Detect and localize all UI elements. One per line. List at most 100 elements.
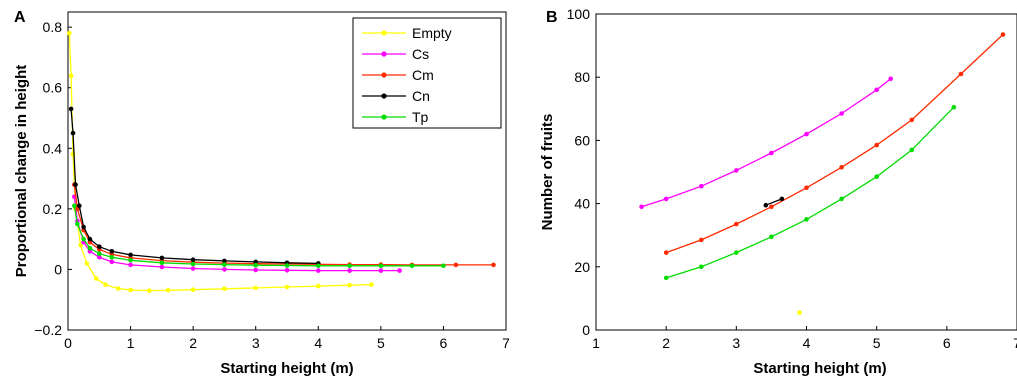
panel-b-x-axis-label: Starting height (m) [753,360,886,377]
panel-a-point-tp [409,263,415,269]
panel-a-series [67,30,496,293]
panel-a-series-cm [72,182,496,268]
panel-a-x-tick-label: 5 [377,335,385,351]
panel-a-point-tp [378,263,384,269]
panel-b-point-tp [951,104,957,110]
panel-b-point-cn [779,196,785,202]
panel-b-series-empty [797,310,802,315]
legend: Empty Cs Cm Cn Tp [352,17,502,129]
panel-a-point-empty [78,242,83,248]
panel-a-point-cn [253,259,258,265]
panel-b-point-cm [734,221,739,227]
panel-b-x-tick-label: 5 [873,335,881,351]
panel-a-point-empty [316,283,321,289]
panel-a-line-cn [70,108,319,265]
panel-a-x-tick-label: 3 [252,335,260,351]
panel-b-line-cn [765,198,783,206]
panel-a-point-cn [109,249,115,254]
legend-label-cm: Cm [412,67,434,83]
panel-a-point-empty [190,287,196,293]
panel-b-point-cs [734,168,739,173]
panel-b-point-cm [874,142,879,148]
panel-b-point-cm [804,185,809,191]
panel-a-point-tp [75,221,80,227]
panel-b-point-cs [888,76,893,82]
panel-b-point-cs [804,131,809,137]
panel-b-series-tp [663,104,957,281]
panel-b-point-cm [663,250,669,255]
panel-a-point-empty [103,282,108,287]
panel-a-point-empty [67,30,72,36]
panel-a-series-cn [68,106,321,266]
panel-a-y-tick-label: 0 [54,261,62,277]
panel-a-point-tp [87,245,93,251]
panel-a-point-cs [316,268,321,273]
panel-a-point-cs [159,264,165,270]
panel-b-plot-frame [595,13,1017,331]
panel-a-point-tp [109,254,115,260]
legend-label-empty: Empty [412,25,452,41]
panel-b-point-tp [663,275,669,281]
panel-a-x-tick-label: 7 [502,335,510,351]
panel-b-series-cs [639,76,893,210]
panel-a-point-empty [369,282,374,287]
panel-a-point-cs [128,262,133,268]
panel-a-point-cm [491,262,496,268]
panel-b-label: B [546,9,558,26]
panel-b-y-tick-label: 0 [582,322,590,338]
panel-a-y-ticks: −0.2 0 0.2 0.4 0.6 0.8 [34,19,72,338]
panel-a-point-tp [253,262,258,268]
legend-box [352,17,502,129]
panel-b-point-tp [769,234,774,240]
legend-marker-tp [381,114,387,120]
panel-a-point-tp [347,263,352,269]
panel-b-y-axis-label: Number of fruits [539,114,556,231]
panel-b-x-tick-label: 2 [662,335,670,351]
legend-label-cn: Cn [412,88,430,104]
panel-a-point-tp [81,236,86,242]
panel-b-point-cm [909,117,915,123]
panel-a-point-cn [128,252,133,258]
panel-a-series-tp [72,203,446,269]
panel-a-point-tp [441,263,446,269]
panel-b-point-tp [839,196,844,202]
panel-a-plot-frame [67,11,507,331]
panel-b-point-tp [909,147,915,153]
panel-b-point-cm [699,237,704,243]
panel-a-line-cm [73,184,494,266]
panel-a-point-cn [222,258,227,264]
panel-a-point-cs [97,254,102,260]
panel-a-point-cn [97,244,102,249]
panel-b-point-cn [763,202,769,208]
panel-b-point-empty [797,310,802,315]
panel-a-x-tick-label: 6 [440,335,448,351]
panel-a-y-tick-label: 0.4 [43,140,63,156]
panel-a-line-cs [73,196,400,272]
panel-a-x-tick-label: 2 [189,335,197,351]
panel-a-point-empty [147,288,152,293]
panel-b-point-tp [734,250,739,255]
panel-a-x-tick-label: 4 [314,335,322,351]
panel-a-point-tp [284,263,290,268]
panel-a-x-axis-label: Starting height (m) [220,360,353,377]
panel-b-point-cm [839,165,844,170]
panel-b-point-tp [699,264,704,270]
panel-b-point-cs [769,150,774,156]
panel-a-point-tp [128,258,133,263]
panel-b-x-ticks: 1 2 3 4 5 6 7 [592,326,1017,351]
panel-a-point-cm [453,262,459,268]
panel-a-point-tp [159,260,165,266]
panel-a-x-ticks: 0 1 2 3 4 5 6 7 [64,326,510,351]
panel-b-x-tick-label: 4 [803,335,811,351]
panel-a-point-empty [128,287,133,293]
panel-b-y-tick-label: 100 [567,6,591,22]
legend-entries: Empty Cs Cm Cn Tp [362,25,452,125]
panel-a-point-empty [253,285,258,291]
panel-a-series-cs [72,194,402,273]
panel-a-point-cn [81,224,86,230]
panel-b-series-cm [663,32,1006,255]
panel-b-line-cm [665,34,1004,254]
panel-b-x-tick-label: 6 [943,335,951,351]
